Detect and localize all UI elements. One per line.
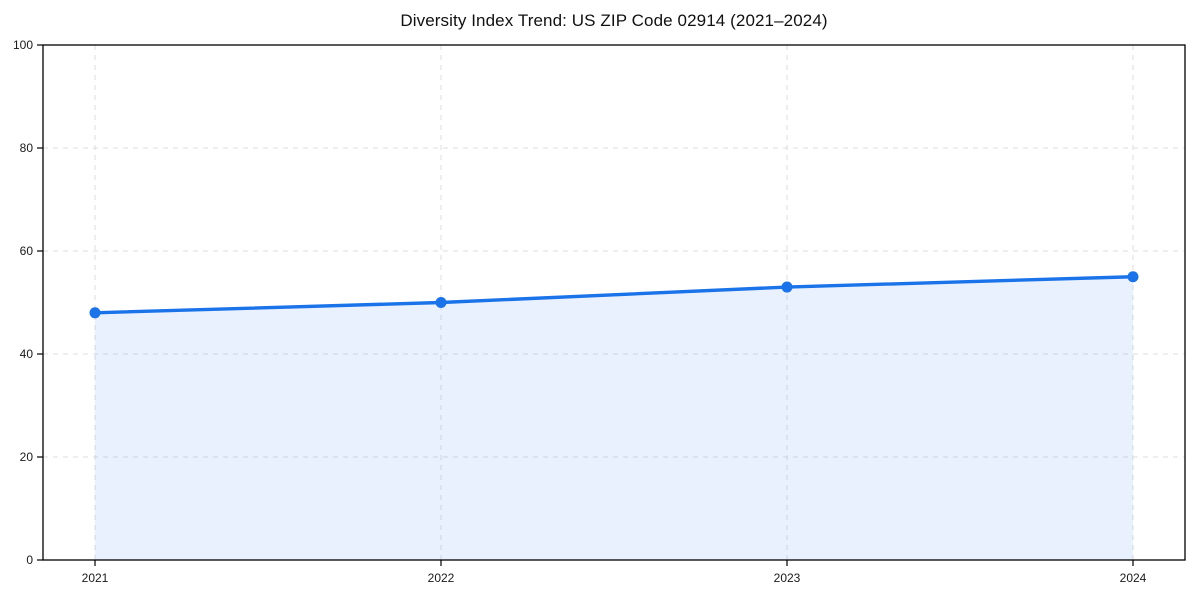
y-tick-label: 0 bbox=[26, 553, 33, 567]
y-tick-label: 40 bbox=[20, 347, 34, 361]
plot-frame bbox=[42, 44, 1186, 561]
trend-line bbox=[93, 275, 1135, 315]
y-tick-label: 80 bbox=[20, 141, 34, 155]
x-tick-label: 2022 bbox=[428, 571, 455, 585]
y-tick-label: 60 bbox=[20, 244, 34, 258]
x-tick-label: 2024 bbox=[1120, 571, 1147, 585]
data-point-marker bbox=[89, 307, 101, 319]
area-fill bbox=[95, 276, 1133, 560]
y-tick-label: 100 bbox=[13, 38, 33, 52]
chart-title: Diversity Index Trend: US ZIP Code 02914… bbox=[400, 11, 828, 30]
data-point-marker bbox=[781, 281, 793, 293]
data-point-marker bbox=[435, 297, 447, 308]
x-tick-label: 2023 bbox=[774, 571, 801, 585]
data-point-marker bbox=[1127, 271, 1139, 283]
y-tick-label: 20 bbox=[20, 450, 34, 464]
x-tick-label: 2021 bbox=[82, 571, 109, 585]
